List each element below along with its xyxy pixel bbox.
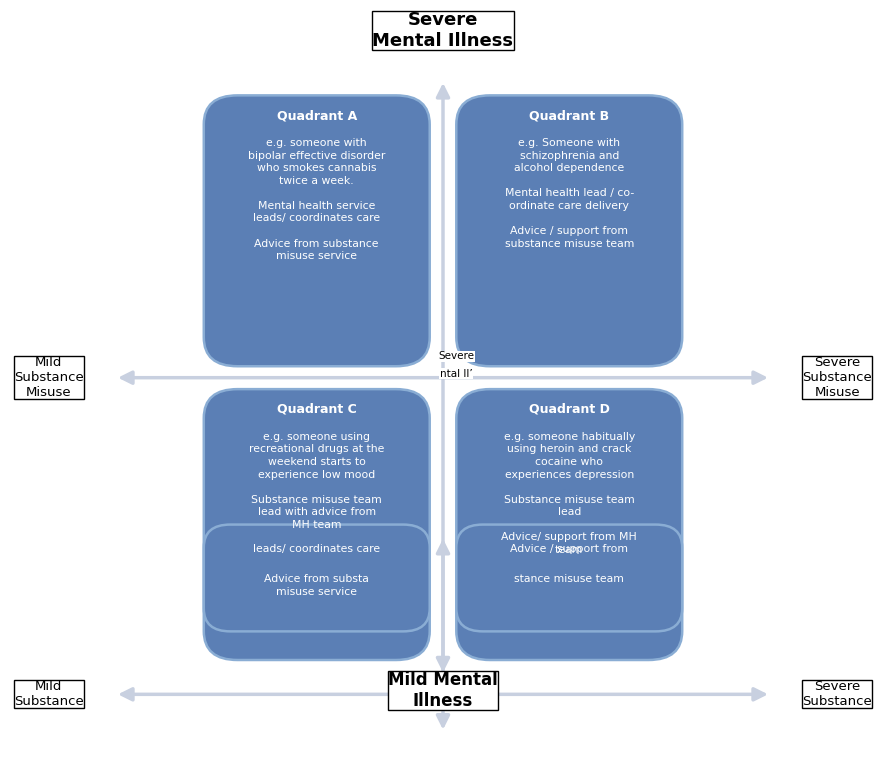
Text: leads/ coordinates care: leads/ coordinates care <box>253 544 380 554</box>
Text: e.g. someone using
recreational drugs at the
weekend starts to
experience low mo: e.g. someone using recreational drugs at… <box>249 432 385 530</box>
Text: Mild
Substance
Misuse: Mild Substance Misuse <box>14 356 83 399</box>
Text: Advice / support from: Advice / support from <box>510 544 628 554</box>
Text: Advice from substa
misuse service: Advice from substa misuse service <box>264 575 369 597</box>
Text: stance misuse team: stance misuse team <box>514 575 625 584</box>
Text: Quadrant C: Quadrant C <box>276 403 357 416</box>
Text: ntal Il’: ntal Il’ <box>440 369 472 379</box>
FancyBboxPatch shape <box>456 389 682 660</box>
Text: Severe: Severe <box>439 351 474 362</box>
Text: Severe
Substance: Severe Substance <box>803 681 872 708</box>
FancyBboxPatch shape <box>456 525 682 632</box>
FancyBboxPatch shape <box>204 525 430 632</box>
Text: Mild Mental
Illness: Mild Mental Illness <box>388 671 498 710</box>
Text: Quadrant B: Quadrant B <box>529 109 610 122</box>
Text: Severe
Substance
Misuse: Severe Substance Misuse <box>803 356 872 399</box>
Text: e.g. someone with
bipolar effective disorder
who smokes cannabis
twice a week.

: e.g. someone with bipolar effective diso… <box>248 138 385 261</box>
Text: Severe
Mental Illness: Severe Mental Illness <box>372 11 514 50</box>
FancyBboxPatch shape <box>456 95 682 366</box>
FancyBboxPatch shape <box>204 95 430 366</box>
Text: e.g. someone habitually
using heroin and crack
cocaine who
experiences depressio: e.g. someone habitually using heroin and… <box>501 432 637 555</box>
Text: Mild
Substance: Mild Substance <box>14 681 83 708</box>
FancyBboxPatch shape <box>204 389 430 660</box>
Text: e.g. Someone with
schizophrenia and
alcohol dependence

Mental health lead / co-: e.g. Someone with schizophrenia and alco… <box>504 138 634 249</box>
Text: Quadrant D: Quadrant D <box>529 403 610 416</box>
Text: Quadrant A: Quadrant A <box>276 109 357 122</box>
